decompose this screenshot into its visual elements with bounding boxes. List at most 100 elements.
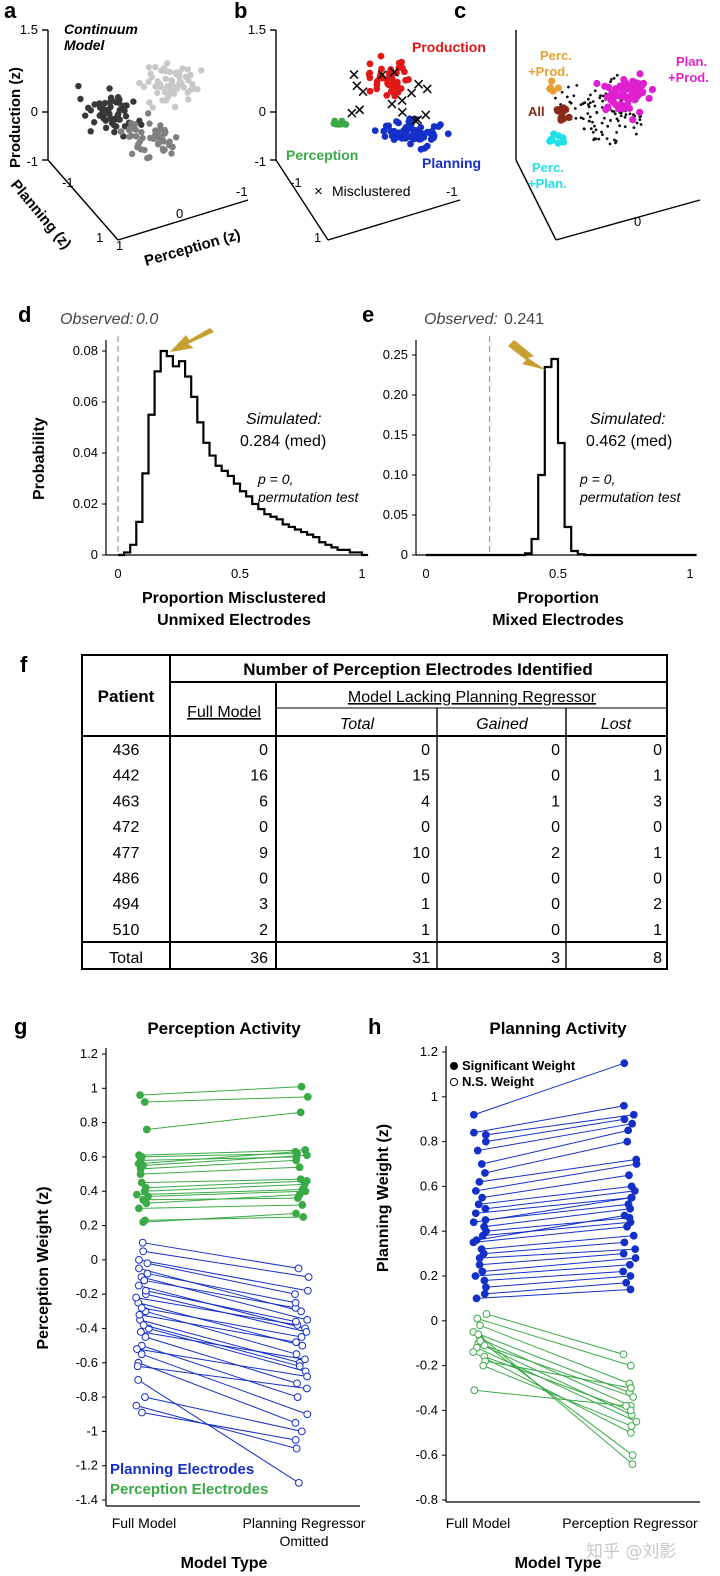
- planning-electrode-point: [139, 1247, 148, 1256]
- observed-label-e: Observed:: [424, 311, 498, 328]
- perception-electrode-point: [298, 1201, 307, 1209]
- planning-electrode-point: [293, 1393, 302, 1401]
- significant-weight-point: [480, 1290, 489, 1298]
- planning-tick-b-2: 1: [314, 230, 321, 245]
- scatter-point-planprod: [593, 79, 601, 88]
- scatter-point-unassigned: [574, 116, 578, 120]
- significant-weight-point: [626, 1204, 635, 1213]
- perception-electrode-line: [146, 1111, 301, 1130]
- scatter-point-mid: [150, 134, 157, 142]
- table-cell: 8: [653, 950, 662, 967]
- significant-weight-line: [485, 1217, 630, 1232]
- planning-electrode-point: [137, 1303, 146, 1312]
- perception-electrode-point: [299, 1213, 308, 1221]
- significant-weight-point: [625, 1260, 634, 1269]
- watermark: 知乎 @刘影: [586, 1542, 677, 1562]
- ns-weight-point: [619, 1350, 628, 1359]
- ns-weight-point: [629, 1393, 638, 1401]
- panel-e: e Observed: 0.241 0 0.05 0.10 0.15 0.20 …: [362, 302, 697, 629]
- misclustered-mark: [349, 69, 359, 80]
- panel-a: a 1.5 0 -1 -1 1 1 0 -1 Production (z) Pl…: [4, 0, 249, 270]
- planning-electrode-point: [291, 1418, 300, 1427]
- significant-weight-point: [472, 1294, 481, 1303]
- planning-electrode-point: [298, 1341, 307, 1350]
- planning-electrode-point: [136, 1327, 145, 1336]
- ns-weight-point: [628, 1460, 637, 1469]
- significant-weight-point: [627, 1193, 636, 1202]
- planning-electrode-point: [301, 1355, 309, 1364]
- significant-weight-line: [484, 1208, 631, 1228]
- scatter-point-unassigned: [601, 99, 605, 103]
- legend-planning-electrodes: Planning Electrodes: [110, 1461, 254, 1478]
- planning-electrode-point: [137, 1350, 146, 1359]
- scatter-point-unassigned: [587, 119, 591, 123]
- table-cell-patient: 486: [113, 871, 140, 888]
- ytick-label: 0.8: [420, 1134, 438, 1149]
- scatter-point-planning: [435, 123, 442, 131]
- ns-weight-line: [479, 1340, 633, 1456]
- scatter-point-production: [395, 59, 403, 67]
- table-cell: 0: [653, 819, 662, 836]
- scatter-point-unassigned: [597, 137, 601, 141]
- panel-f: f Patient Number of Perception Electrode…: [20, 652, 668, 970]
- significant-weight-point: [481, 1169, 489, 1177]
- scatter-point-mid: [157, 122, 164, 129]
- ytick-marks-e: [412, 354, 416, 556]
- scatter-point-planprod: [636, 108, 644, 116]
- scatter-point-mid: [161, 130, 168, 137]
- scatter-point-planning: [417, 123, 425, 131]
- scatter-point-percprod: [554, 84, 562, 92]
- table-grid: [81, 654, 668, 970]
- scatter-point-percplan: [559, 134, 567, 142]
- significant-weight-line: [473, 1226, 628, 1243]
- ytick-label: 1: [431, 1089, 438, 1104]
- scatter-point-unassigned: [606, 124, 610, 128]
- perception-electrode-point: [139, 1218, 148, 1227]
- scatter-point-mid: [133, 133, 140, 140]
- scatter-points-c: [546, 70, 657, 147]
- legend-ns-label: N.S. Weight: [462, 1074, 535, 1089]
- scatter-point-light: [185, 96, 192, 103]
- scatter-point-unassigned: [587, 105, 591, 109]
- scatter-point-planning: [415, 135, 423, 143]
- planning-electrode-point: [294, 1264, 303, 1273]
- ns-weight-point: [480, 1341, 489, 1350]
- table-cell: 0: [551, 819, 560, 836]
- continuum-label-1: Continuum: [64, 21, 138, 37]
- planning-electrode-line: [144, 1396, 302, 1432]
- ytick-label: -1.4: [76, 1492, 98, 1507]
- significant-weight-point: [624, 1126, 633, 1135]
- total-header: Total: [340, 716, 375, 733]
- scatter-point-unassigned: [588, 115, 592, 119]
- perception-tick-a-1: 1: [116, 238, 123, 253]
- planning-electrode-point: [304, 1273, 313, 1281]
- ns-weight-line: [486, 1313, 624, 1355]
- lost-header: Lost: [601, 716, 632, 733]
- legend-ns-marker: [449, 1077, 459, 1087]
- continuum-label-2: Model: [64, 37, 106, 53]
- scatter-point-light: [198, 67, 205, 74]
- planning-electrode-point: [141, 1333, 150, 1341]
- panel-b: b 1.5 0 -1 -1 1 -1 Production Perception…: [234, 0, 486, 245]
- ytick-label: -0.6: [76, 1355, 98, 1370]
- scatter-point-light: [136, 79, 143, 87]
- scatter-point-percplan: [547, 136, 555, 144]
- full-model-header: Full Model: [187, 704, 261, 721]
- scatter-point-dark: [96, 104, 104, 111]
- significant-weight-point: [477, 1160, 486, 1168]
- significant-weight-point: [620, 1059, 629, 1068]
- plan-prod-label-1: Plan.: [676, 54, 707, 69]
- ns-weight-point: [473, 1314, 482, 1323]
- scatter-point-dark: [87, 128, 94, 135]
- scatter-point-unassigned: [594, 128, 598, 132]
- ns-weight-point: [470, 1386, 479, 1395]
- planning-electrode-point: [292, 1444, 301, 1453]
- scatter-point-dark: [138, 121, 145, 128]
- perc-prod-label-1: Perc.: [540, 48, 572, 63]
- ns-weight-line: [478, 1342, 632, 1416]
- ytick-label: 0.8: [80, 1115, 98, 1130]
- significant-weight-line: [481, 1235, 634, 1250]
- planning-electrode-point: [291, 1436, 300, 1444]
- ytick-label: 0.2: [420, 1268, 438, 1283]
- scatter-point-unassigned: [609, 119, 612, 122]
